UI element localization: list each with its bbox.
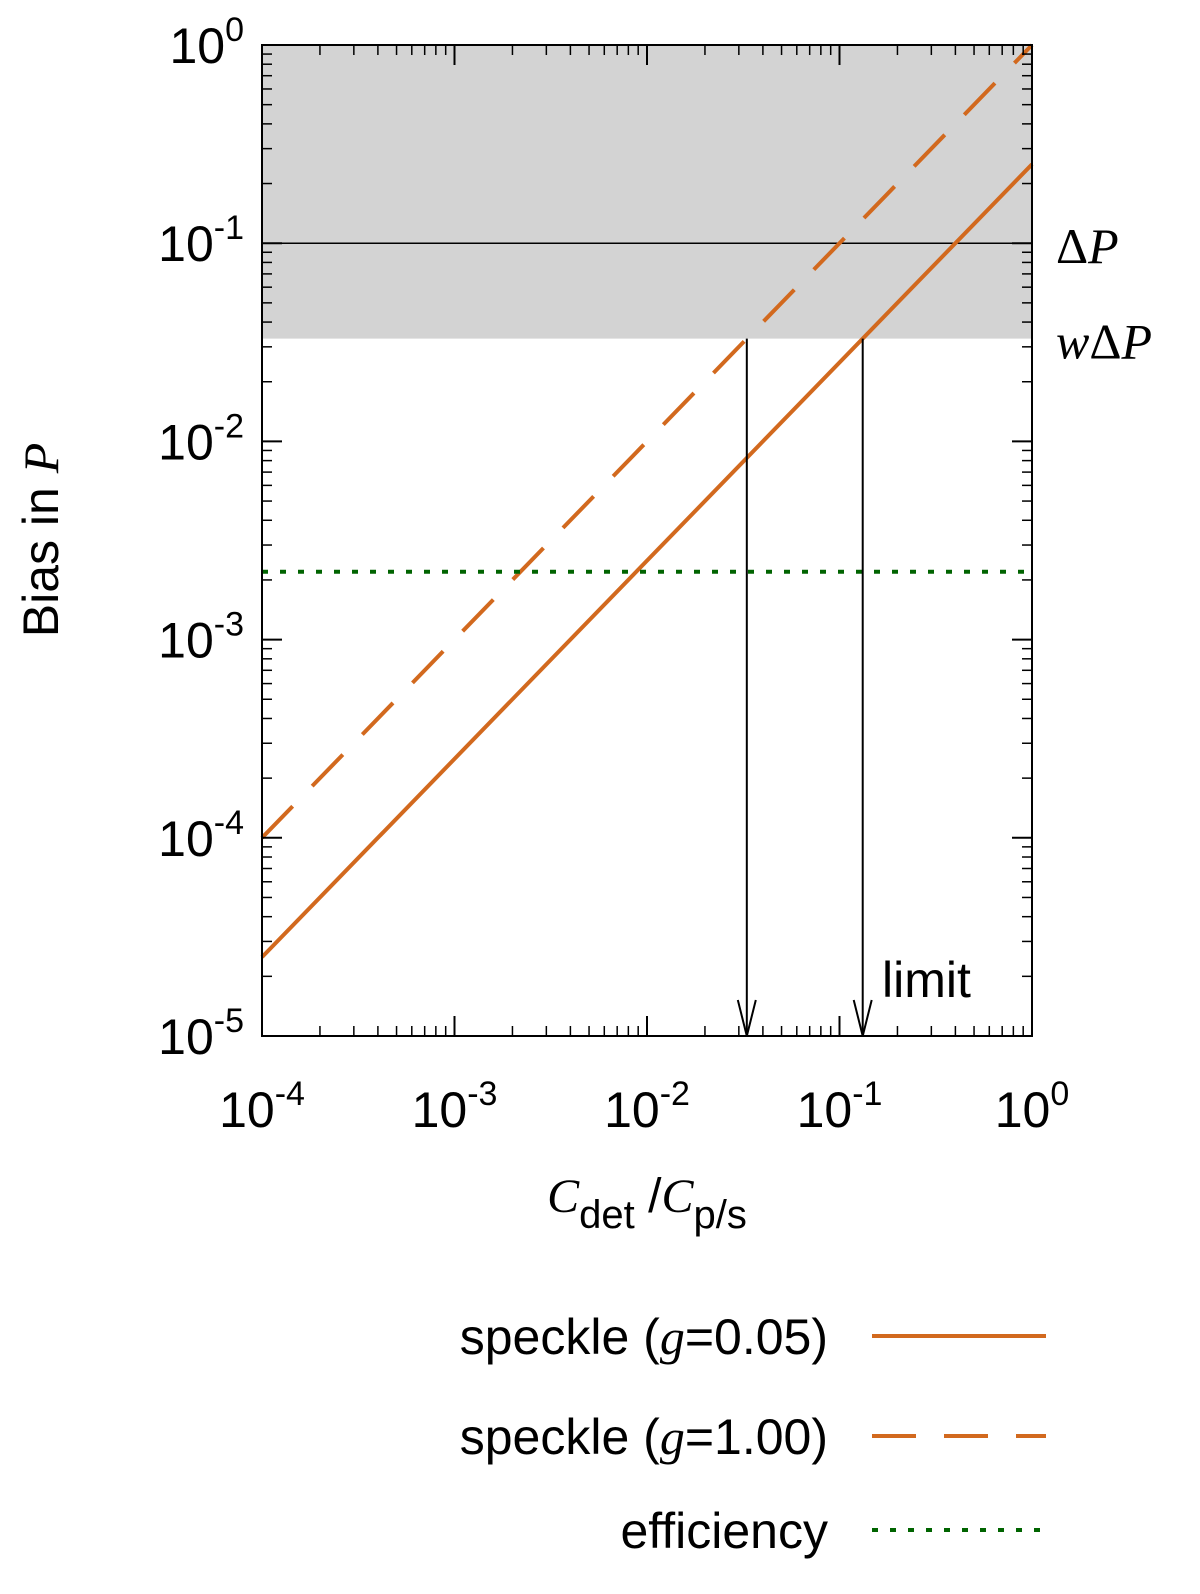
x-tick-base: 10 <box>412 1082 468 1138</box>
y-tick-exponent: -4 <box>214 804 244 842</box>
x-label-sub2: p/s <box>693 1193 746 1237</box>
x-tick-exponent: -1 <box>852 1075 882 1113</box>
legend-label-suffix: =0.05) <box>685 1309 828 1365</box>
x-tick-label-1: 10-3 <box>412 1075 498 1138</box>
shaded-region <box>262 45 1032 339</box>
x-tick-base: 10 <box>219 1082 275 1138</box>
x-label-var2: C <box>661 1170 694 1223</box>
y-tick-label-1: 10-1 <box>158 209 244 272</box>
y-label-var: P <box>13 443 69 475</box>
reference-label-var: P <box>1121 314 1153 370</box>
x-tick-label-0: 10-4 <box>219 1075 305 1138</box>
limit-annotation: limit <box>882 952 971 1008</box>
y-axis-label: Bias in P <box>13 443 69 638</box>
x-label-sub1: det <box>579 1193 635 1237</box>
reference-label-1: wΔP <box>1056 314 1152 370</box>
y-label-text: Bias in <box>13 473 69 637</box>
y-tick-exponent: -5 <box>214 1002 244 1040</box>
x-tick-exponent: -4 <box>275 1075 305 1113</box>
x-tick-label-3: 10-1 <box>797 1075 883 1138</box>
y-tick-label-2: 10-2 <box>158 407 244 470</box>
legend-label-suffix: =1.00) <box>685 1409 828 1465</box>
x-tick-base: 10 <box>797 1082 853 1138</box>
y-tick-base: 10 <box>158 216 214 272</box>
y-tick-exponent: -2 <box>214 407 244 445</box>
x-label-slash: / <box>635 1170 662 1223</box>
y-tick-label-0: 100 <box>169 11 244 74</box>
y-tick-label-3: 10-3 <box>158 606 244 669</box>
y-tick-exponent: -1 <box>214 209 244 247</box>
legend-label-1: speckle (g=1.00) <box>460 1409 828 1465</box>
y-tick-base: 10 <box>158 414 214 470</box>
y-tick-base: 10 <box>158 811 214 867</box>
legend-label-var: g <box>660 1409 685 1465</box>
y-tick-exponent: -3 <box>214 606 244 644</box>
legend-label-prefix: speckle ( <box>460 1409 660 1465</box>
legend-label-prefix: speckle ( <box>460 1309 660 1365</box>
reference-label-var: P <box>1087 218 1119 274</box>
x-tick-exponent: -2 <box>660 1075 690 1113</box>
x-tick-base: 10 <box>604 1082 660 1138</box>
reference-label-prefix: w <box>1056 314 1089 370</box>
x-label-var: C <box>547 1170 580 1223</box>
y-tick-base: 10 <box>158 1009 214 1065</box>
legend-label-0: speckle (g=0.05) <box>460 1309 828 1365</box>
x-tick-exponent: -3 <box>467 1075 497 1113</box>
x-tick-exponent: 0 <box>1050 1075 1069 1113</box>
legend-label-2: efficiency <box>620 1503 828 1559</box>
x-tick-label-4: 100 <box>995 1075 1070 1138</box>
x-tick-label-2: 10-2 <box>604 1075 690 1138</box>
series-line-0 <box>260 162 1034 959</box>
y-tick-base: 10 <box>158 613 214 669</box>
legend-label-prefix: efficiency <box>620 1503 828 1559</box>
reference-label-symbol: Δ <box>1089 314 1121 370</box>
reference-label-0: ΔP <box>1056 218 1119 274</box>
series-line-1 <box>260 43 1034 840</box>
y-tick-label-5: 10-5 <box>158 1002 244 1065</box>
x-tick-base: 10 <box>995 1082 1051 1138</box>
x-axis-label: Cdet /Cp/s <box>547 1170 747 1237</box>
y-tick-label-4: 10-4 <box>158 804 244 867</box>
legend-label-var: g <box>660 1309 685 1365</box>
y-tick-exponent: 0 <box>225 11 244 49</box>
y-tick-base: 10 <box>169 18 225 74</box>
reference-label-symbol: Δ <box>1056 218 1088 274</box>
